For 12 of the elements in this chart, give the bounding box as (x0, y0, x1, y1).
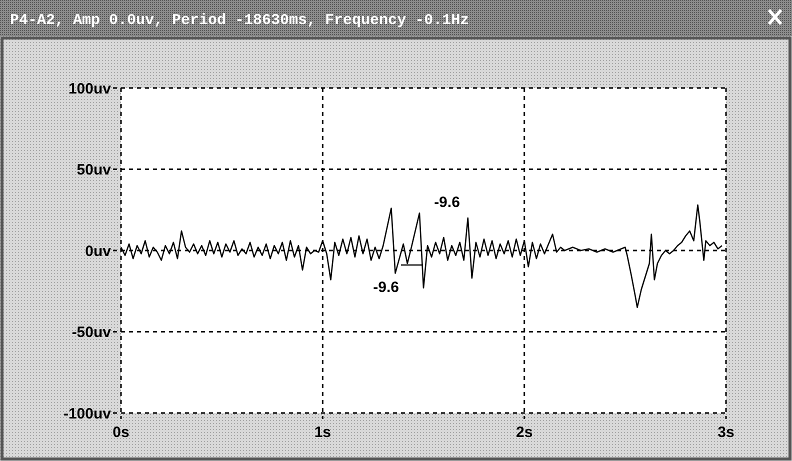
y-tick-label: 100uv (68, 80, 112, 98)
y-tick-label: 0uv (85, 242, 112, 260)
annotation: -9.6 (434, 194, 460, 211)
x-tick-label: 3s (718, 424, 734, 441)
y-tick-label: -100uv (63, 405, 112, 422)
x-tick-label: 0s (112, 424, 130, 441)
y-tick-label: -50uv (72, 324, 112, 341)
x-tick-label: 1s (314, 424, 332, 441)
chart-title: P4-A2, Amp 0.0uv, Period -18630ms, Frequency -0.1Hz (10, 12, 470, 29)
annotation: -9.6 (373, 279, 399, 296)
x-tick-label: 2s (516, 424, 533, 441)
y-tick-label: 50uv (76, 162, 112, 178)
